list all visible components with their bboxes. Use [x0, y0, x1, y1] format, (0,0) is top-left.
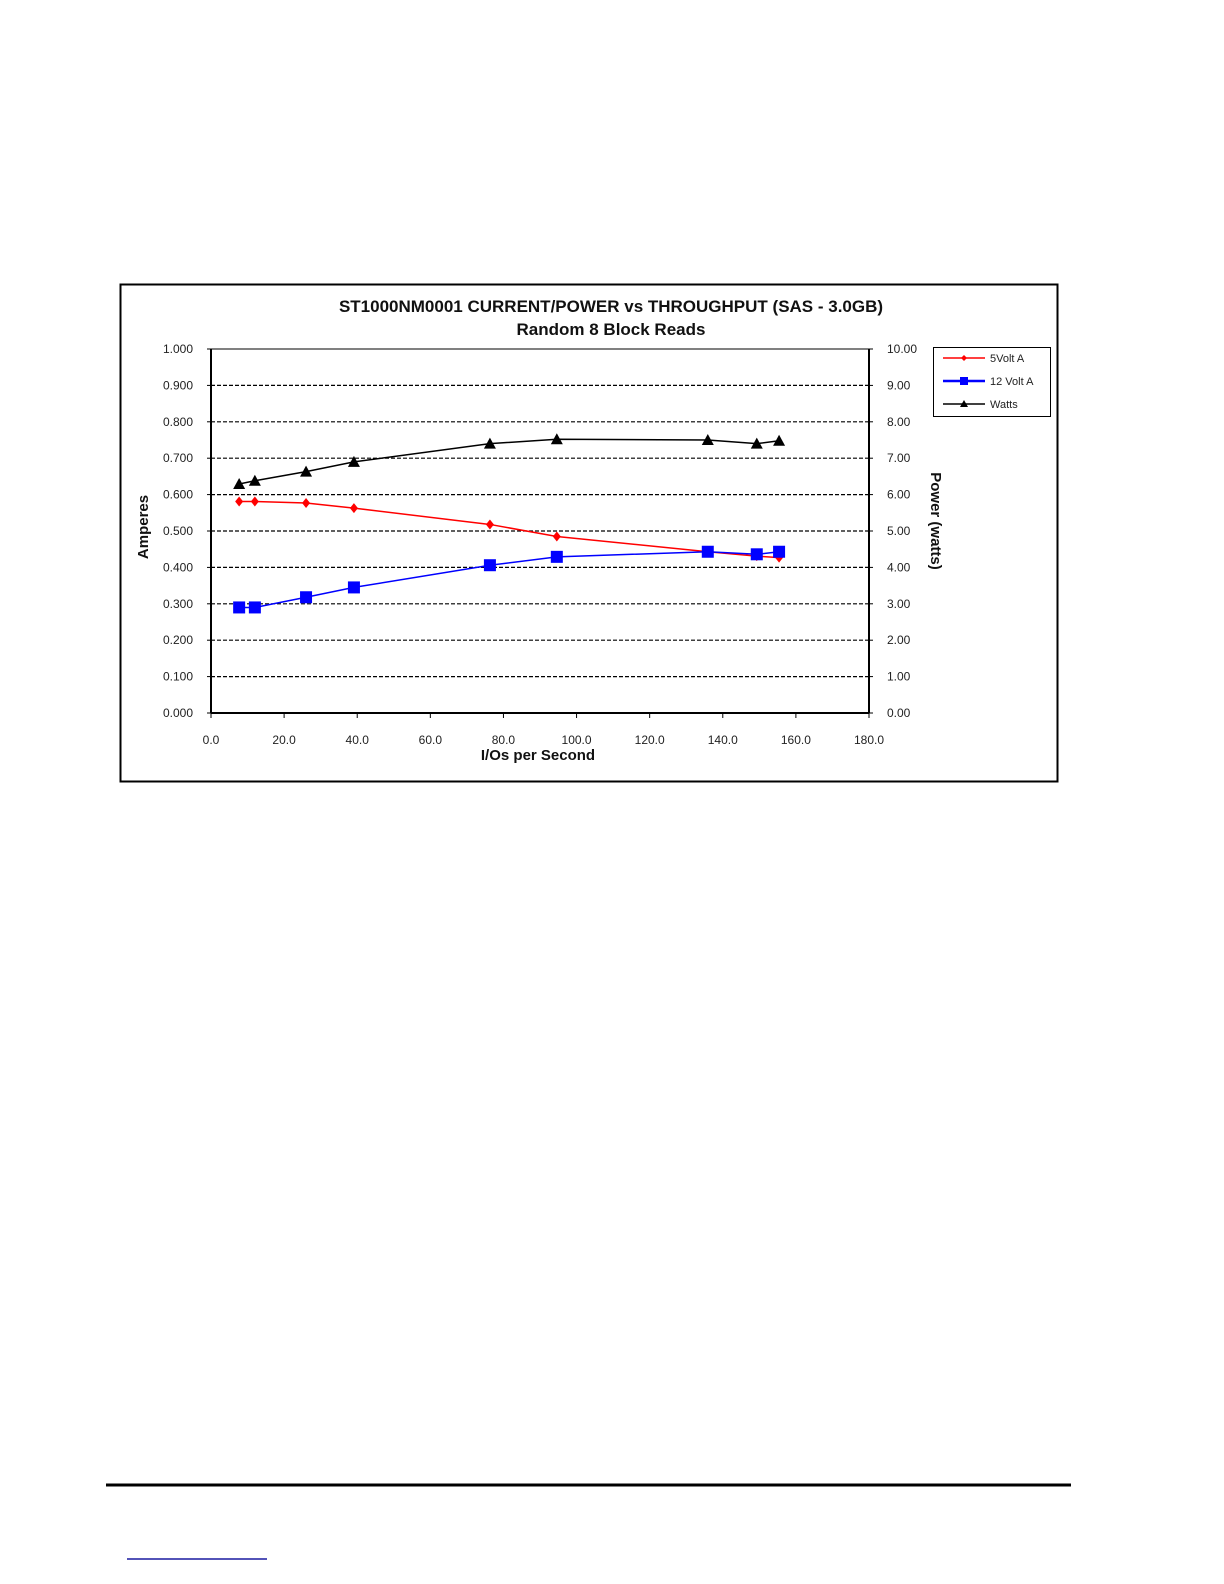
y-tick-label: 0.200 [163, 633, 193, 647]
x-tick-label: 160.0 [781, 733, 811, 747]
legend-label: 12 Volt A [990, 376, 1034, 388]
data-point [248, 474, 261, 486]
y-tick-label: 0.000 [163, 706, 193, 720]
legend-marker [960, 400, 968, 407]
y2-tick-label: 5.00 [887, 524, 911, 538]
data-point [550, 550, 563, 563]
data-point [773, 545, 786, 558]
y-tick-label: 0.700 [163, 451, 193, 465]
legend: 5Volt A 12 Volt A Watts [933, 347, 1051, 417]
legend-marker [960, 377, 968, 385]
x-tick-label: 0.0 [203, 733, 220, 747]
x-axis-label: I/Os per Second [481, 747, 595, 764]
y2-axis-label: Power (watts) [927, 472, 944, 570]
x-tick-label: 80.0 [492, 733, 516, 747]
x-tick-label: 40.0 [346, 733, 370, 747]
y2-tick-label: 3.00 [887, 597, 911, 611]
data-point [300, 465, 313, 477]
data-point [701, 434, 714, 445]
data-point [701, 545, 714, 558]
y-tick-label: 0.400 [163, 560, 193, 574]
data-point [347, 455, 360, 467]
chart-frame [119, 283, 1059, 783]
data-point [233, 478, 246, 490]
y2-tick-label: 4.00 [887, 560, 911, 574]
data-point [235, 496, 244, 507]
y2-tick-label: 8.00 [887, 415, 911, 429]
data-point [300, 591, 313, 604]
y2-tick-label: 9.00 [887, 378, 911, 392]
data-point [349, 503, 358, 514]
y2-tick-label: 0.00 [887, 706, 911, 720]
data-point [750, 548, 763, 561]
y2-tick-label: 6.00 [887, 488, 911, 502]
data-point [483, 559, 496, 572]
y-tick-label: 0.900 [163, 378, 193, 392]
data-point [248, 601, 261, 614]
chart-subtitle: Random 8 Block Reads [517, 320, 706, 339]
data-point [750, 437, 763, 449]
y-axis-label: Amperes [135, 495, 152, 559]
legend-marker [961, 355, 967, 361]
y-tick-label: 0.800 [163, 415, 193, 429]
x-tick-label: 60.0 [419, 733, 443, 747]
legend-label: Watts [990, 399, 1018, 411]
data-point [233, 601, 246, 614]
y-tick-label: 0.600 [163, 488, 193, 502]
y2-tick-label: 1.00 [887, 670, 911, 684]
data-point [302, 497, 311, 508]
y-tick-label: 1.000 [163, 342, 193, 356]
y2-tick-label: 7.00 [887, 451, 911, 465]
data-point [347, 581, 360, 594]
x-tick-label: 140.0 [708, 733, 738, 747]
data-point [773, 434, 786, 446]
legend-label: 5Volt A [990, 353, 1025, 365]
x-tick-label: 180.0 [854, 733, 884, 747]
data-point [485, 519, 494, 530]
y-tick-label: 0.300 [163, 597, 193, 611]
x-tick-label: 120.0 [635, 733, 665, 747]
y2-tick-label: 10.00 [887, 342, 917, 356]
y-tick-label: 0.100 [163, 670, 193, 684]
data-point [552, 531, 561, 542]
data-point [483, 437, 496, 449]
x-tick-label: 20.0 [272, 733, 296, 747]
y-tick-label: 0.500 [163, 524, 193, 538]
data-point [250, 496, 259, 507]
chart-title: ST1000NM0001 CURRENT/POWER vs THROUGHPUT… [339, 297, 883, 316]
data-point [550, 433, 563, 445]
x-tick-label: 100.0 [562, 733, 592, 747]
y2-tick-label: 2.00 [887, 633, 911, 647]
